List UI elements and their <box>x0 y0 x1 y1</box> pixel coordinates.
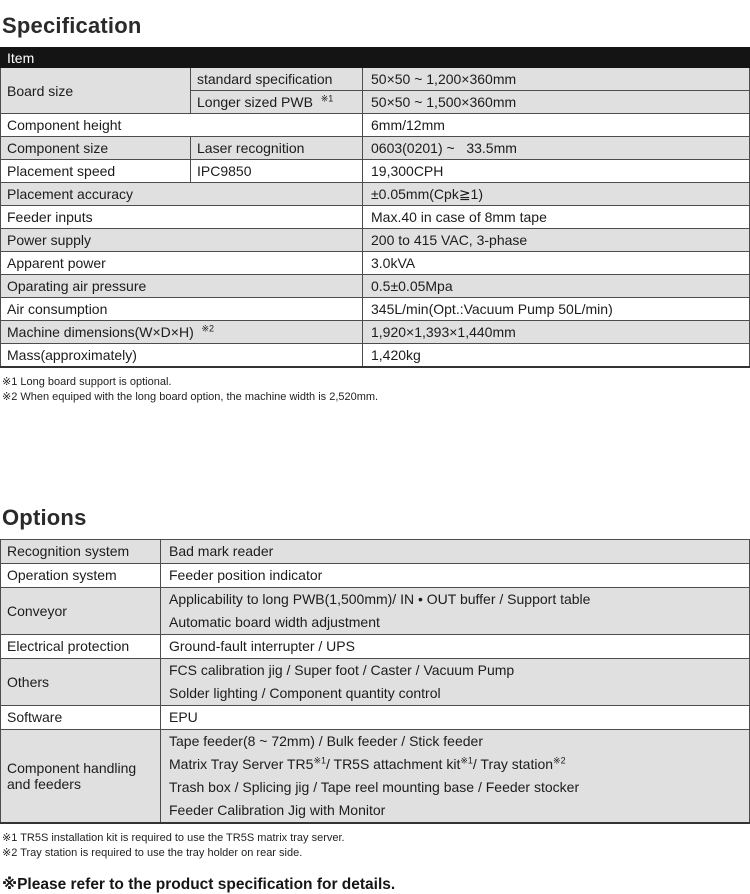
options-row: Operation system Feeder position indicato… <box>0 562 750 588</box>
options-row: Electrical protection Ground-fault interr… <box>0 633 750 659</box>
options-row: Software EPU <box>0 704 750 730</box>
options-value-line: Matrix Tray Server TR5※1/ TR5S attachmen… <box>169 754 566 772</box>
options-value-cell: Bad mark reader <box>160 538 750 564</box>
spec-item-cell: Machine dimensions(W×D×H) ※2 <box>0 320 363 344</box>
options-value-line: Automatic board width adjustment <box>169 613 380 630</box>
options-value-cell: EPU <box>160 704 750 730</box>
options-category-cell: Conveyor <box>0 586 161 635</box>
spec-item-cell: Oparating air pressure <box>0 274 363 298</box>
options-value-cell: Feeder position indicator <box>160 562 750 588</box>
spec-value-cell: 6mm/12mm <box>362 113 750 137</box>
spec-item-cell: Air consumption <box>0 297 363 321</box>
spec-value-cell: 3.0kVA <box>362 251 750 275</box>
footnote-2: ※2 When equiped with the long board opti… <box>2 390 379 403</box>
spec-row: Feeder inputs Max.40 in case of 8mm tape <box>0 205 750 229</box>
spec-item-cell: Placement speed <box>0 159 191 183</box>
options-value-cell: Applicability to long PWB(1,500mm)/ IN •… <box>160 586 750 635</box>
options-footnotes: ※1 TR5S installation kit is required to … <box>2 831 750 861</box>
options-row: Others FCS calibration jig / Super foot /… <box>0 657 750 706</box>
options-value-line: Feeder position indicator <box>169 566 323 583</box>
specification-table: Item Board size standard specification 50×… <box>0 47 750 368</box>
footnote-marker: ※2 <box>553 754 566 765</box>
footnote-marker: ※1 <box>460 754 473 765</box>
product-spec-note: ※Please refer to the product specificati… <box>2 875 396 893</box>
options-row: Conveyor Applicability to long PWB(1,500m… <box>0 586 750 635</box>
spec-row: Power supply 200 to 415 VAC, 3-phase <box>0 228 750 252</box>
footnote-marker: ※1 <box>320 93 334 104</box>
spec-value-cell: 345L/min(Opt.:Vacuum Pump 50L/min) <box>362 297 750 321</box>
spec-value-cell: 0.5±0.05Mpa <box>362 274 750 298</box>
options-value-line: Feeder Calibration Jig with Monitor <box>169 801 386 818</box>
spec-value-cell: 0603(0201) ~ 33.5mm <box>362 136 750 160</box>
spec-value-cell: 200 to 415 VAC, 3-phase <box>362 228 750 252</box>
spec-row: Placement accuracy ±0.05mm(Cpk≧1) <box>0 182 750 206</box>
options-category-cell: Others <box>0 657 161 706</box>
options-value-cell: Tape feeder(8 ~ 72mm) / Bulk feeder / St… <box>160 728 750 823</box>
spec-value-cell: 1,920×1,393×1,440mm <box>362 320 750 344</box>
spec-row: Component height 6mm/12mm <box>0 113 750 137</box>
spec-table-body: Board size standard specification 50×50 ~ … <box>0 67 750 367</box>
spec-value-cell: Max.40 in case of 8mm tape <box>362 205 750 229</box>
spec-row: Air consumption 345L/min(Opt.:Vacuum Pump… <box>0 297 750 321</box>
options-category-cell: Component handling and feeders <box>0 728 161 823</box>
footnote-marker: ※2 <box>201 323 215 334</box>
options-value-line: Trash box / Splicing jig / Tape reel mou… <box>169 778 580 795</box>
spec-item-cell: Board size <box>0 67 191 114</box>
spec-item-cell: Component height <box>0 113 363 137</box>
options-value-line: Tape feeder(8 ~ 72mm) / Bulk feeder / St… <box>169 732 483 749</box>
spec-row: Apparent power 3.0kVA <box>0 251 750 275</box>
specification-title: Specification <box>2 13 142 38</box>
spec-header-row: Item <box>0 47 750 68</box>
options-category-cell: Operation system <box>0 562 161 588</box>
spec-value-cell: 19,300CPH <box>362 159 750 183</box>
spec-row: Board size standard specification 50×50 ~ … <box>0 67 750 114</box>
spec-subitem-cell: standard specification <box>190 67 363 91</box>
spec-subitem-cell: Longer sized PWB ※1 <box>190 90 363 114</box>
spec-row: Component size Laser recognition 0603(0201… <box>0 136 750 160</box>
spec-row: Placement speed IPC9850 19,300CPH <box>0 159 750 183</box>
footnote-marker: ※1 <box>313 754 326 765</box>
spec-value-cell: 1,420kg <box>362 343 750 367</box>
options-value-cell: FCS calibration jig / Super foot / Caste… <box>160 657 750 706</box>
specification-section: Specification Item Board size standard sp… <box>0 5 750 405</box>
options-value-line: EPU <box>169 708 198 725</box>
options-section: Options Recognition system Bad mark reade… <box>0 497 750 861</box>
options-category-cell: Recognition system <box>0 538 161 564</box>
spec-item-cell: Mass(approximately) <box>0 343 363 367</box>
spec-value-cell: 50×50 ~ 1,200×360mm <box>362 67 750 91</box>
spec-footnotes: ※1 Long board support is optional. ※2 Wh… <box>2 375 750 405</box>
options-row: Recognition system Bad mark reader <box>0 538 750 564</box>
options-value-line: Applicability to long PWB(1,500mm)/ IN •… <box>169 590 591 607</box>
options-value-cell: Ground-fault interrupter / UPS <box>160 633 750 659</box>
spec-row: Mass(approximately) 1,420kg <box>0 343 750 367</box>
spec-item-cell: Placement accuracy <box>0 182 363 206</box>
spec-subitem-cell: IPC9850 <box>190 159 363 183</box>
spec-value-cell: ±0.05mm(Cpk≧1) <box>362 182 750 206</box>
spec-row: Machine dimensions(W×D×H) ※2 1,920×1,393×… <box>0 320 750 344</box>
item-header-cell: Item <box>0 47 750 68</box>
options-category-cell: Electrical protection <box>0 633 161 659</box>
spec-value-cell: 50×50 ~ 1,500×360mm <box>362 90 750 114</box>
options-value-line: Solder lighting / Component quantity con… <box>169 684 441 701</box>
spec-item-cell: Power supply <box>0 228 363 252</box>
spec-row: Oparating air pressure 0.5±0.05Mpa <box>0 274 750 298</box>
options-table: Recognition system Bad mark reader Operati… <box>0 538 750 824</box>
options-row: Component handling and feeders Tape feede… <box>0 728 750 823</box>
options-title: Options <box>2 504 87 530</box>
footnote-1: ※1 TR5S installation kit is required to … <box>2 831 345 844</box>
options-value-line: Bad mark reader <box>169 542 274 559</box>
options-value-line: FCS calibration jig / Super foot / Caste… <box>169 661 515 678</box>
spec-subitem-cell: Laser recognition <box>190 136 363 160</box>
options-table-body: Recognition system Bad mark reader Operati… <box>0 538 750 823</box>
options-value-line: Ground-fault interrupter / UPS <box>169 637 355 654</box>
spec-item-cell: Apparent power <box>0 251 363 275</box>
footnote-1: ※1 Long board support is optional. <box>2 375 172 388</box>
spec-item-cell: Component size <box>0 136 191 160</box>
spec-item-cell: Feeder inputs <box>0 205 363 229</box>
options-category-cell: Software <box>0 704 161 730</box>
footnote-2: ※2 Tray station is required to use the t… <box>2 846 303 859</box>
